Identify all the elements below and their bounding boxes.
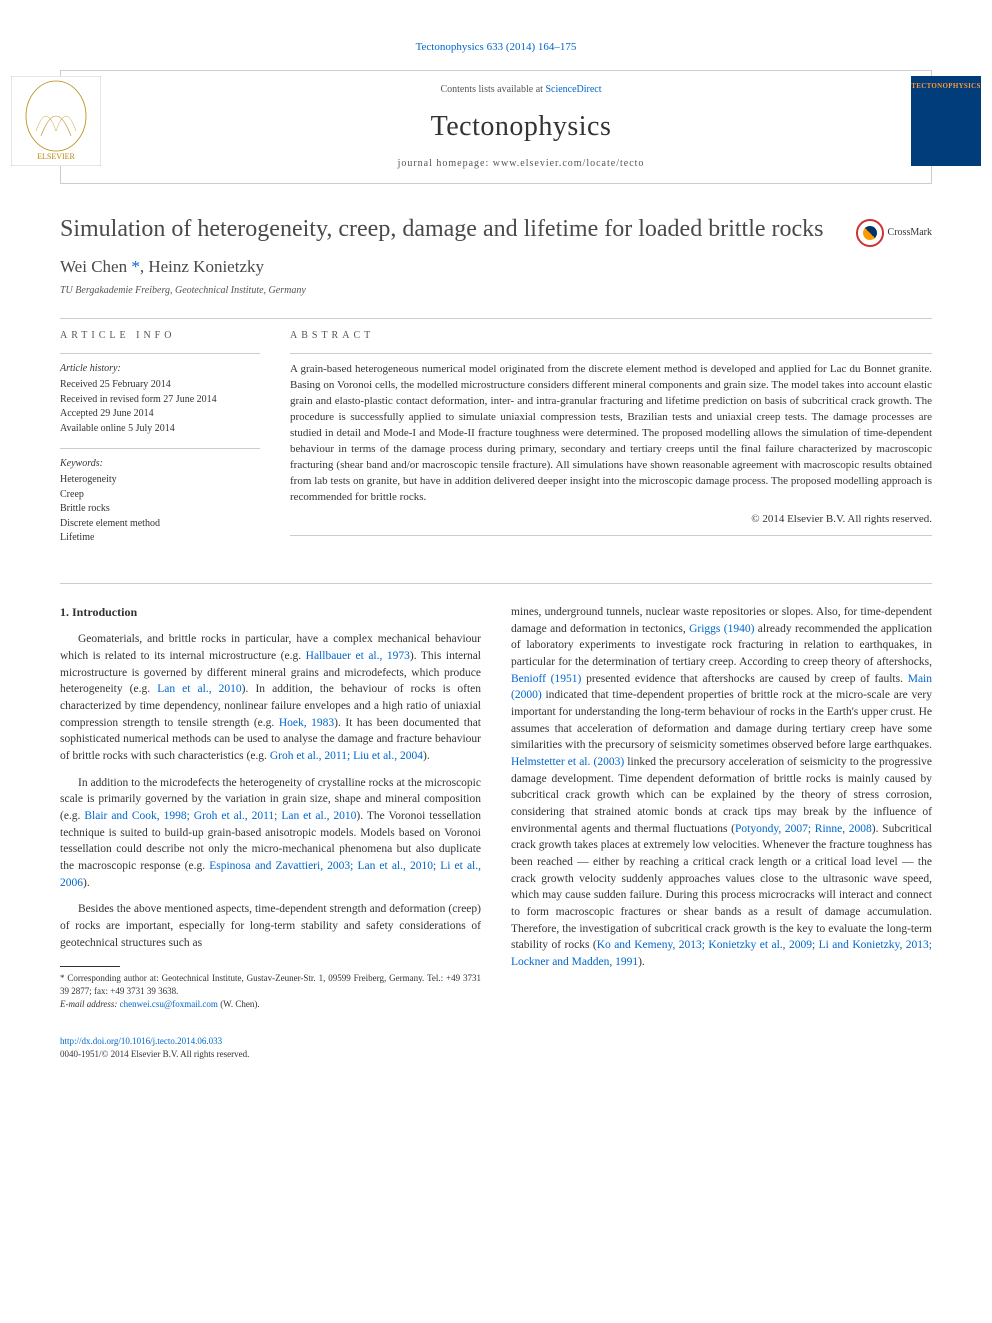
- history-block: Article history: Received 25 February 20…: [60, 362, 260, 436]
- left-column: 1. Introduction Geomaterials, and brittl…: [60, 604, 481, 1010]
- corr-address: * Corresponding author at: Geotechnical …: [60, 972, 481, 997]
- abstract-text: A grain-based heterogeneous numerical mo…: [290, 362, 932, 505]
- ref-lan[interactable]: Lan et al., 2010: [157, 683, 241, 695]
- cover-text: TECTONOPHYSICS: [911, 82, 980, 92]
- ref-groh-liu[interactable]: Groh et al., 2011; Liu et al., 2004: [270, 750, 423, 762]
- info-heading: ARTICLE INFO: [60, 329, 260, 343]
- elsevier-logo: ELSEVIER: [11, 76, 101, 166]
- contents-prefix: Contents lists available at: [440, 84, 545, 95]
- history-label: Article history:: [60, 362, 260, 376]
- authors: Wei Chen *, Heinz Konietzky: [60, 255, 932, 279]
- accepted-date: Accepted 29 June 2014: [60, 407, 260, 422]
- article-info: ARTICLE INFO Article history: Received 2…: [60, 329, 260, 558]
- intro-p1: Geomaterials, and brittle rocks in parti…: [60, 631, 481, 764]
- corresponding-asterisk: *: [127, 257, 140, 276]
- intro-p4: mines, underground tunnels, nuclear wast…: [511, 604, 932, 971]
- abstract-heading: ABSTRACT: [290, 329, 932, 343]
- abstract-copyright: © 2014 Elsevier B.V. All rights reserved…: [290, 512, 932, 527]
- ref-griggs[interactable]: Griggs (1940): [689, 623, 754, 635]
- info-abstract-row: ARTICLE INFO Article history: Received 2…: [60, 329, 932, 558]
- revised-date: Received in revised form 27 June 2014: [60, 393, 260, 408]
- keyword-1: Heterogeneity: [60, 473, 260, 488]
- doi-link[interactable]: http://dx.doi.org/10.1016/j.tecto.2014.0…: [60, 1036, 222, 1046]
- email-suffix: (W. Chen).: [218, 999, 260, 1009]
- ref-potyondy[interactable]: Potyondy, 2007; Rinne, 2008: [735, 823, 872, 835]
- contents-line: Contents lists available at ScienceDirec…: [131, 83, 911, 97]
- right-column: mines, underground tunnels, nuclear wast…: [511, 604, 932, 1010]
- journal-header: ELSEVIER Contents lists available at Sci…: [60, 70, 932, 183]
- email-line: E-mail address: chenwei.csu@foxmail.com …: [60, 998, 481, 1011]
- email-label: E-mail address:: [60, 999, 120, 1009]
- ref-hoek[interactable]: Hoek, 1983: [279, 717, 334, 729]
- title-row: Simulation of heterogeneity, creep, dama…: [60, 214, 932, 247]
- footnote-divider: [60, 966, 120, 967]
- divider: [60, 318, 932, 319]
- section-1-heading: 1. Introduction: [60, 604, 481, 621]
- crossmark-label: CrossMark: [888, 226, 932, 240]
- received-date: Received 25 February 2014: [60, 378, 260, 393]
- homepage-url[interactable]: www.elsevier.com/locate/tecto: [493, 158, 645, 169]
- crossmark-badge[interactable]: CrossMark: [856, 219, 932, 247]
- intro-p2: In addition to the microdefects the hete…: [60, 775, 481, 892]
- corresponding-footnote: * Corresponding author at: Geotechnical …: [60, 972, 481, 1010]
- journal-name: Tectonophysics: [131, 107, 911, 146]
- online-date: Available online 5 July 2014: [60, 422, 260, 437]
- ref-helmstetter[interactable]: Helmstetter et al. (2003): [511, 756, 624, 768]
- abstract-column: ABSTRACT A grain-based heterogeneous num…: [290, 329, 932, 558]
- ref-benioff[interactable]: Benioff (1951): [511, 673, 581, 685]
- author-1: Wei Chen: [60, 257, 127, 276]
- sciencedirect-link[interactable]: ScienceDirect: [545, 84, 601, 95]
- divider-2: [60, 583, 932, 584]
- bottom-info: http://dx.doi.org/10.1016/j.tecto.2014.0…: [60, 1035, 932, 1060]
- email-link[interactable]: chenwei.csu@foxmail.com: [120, 999, 218, 1009]
- ref-blair[interactable]: Blair and Cook, 1998; Groh et al., 2011;…: [84, 810, 356, 822]
- affiliation: TU Bergakademie Freiberg, Geotechnical I…: [60, 284, 932, 298]
- keywords-label: Keywords:: [60, 457, 260, 471]
- journal-cover-icon: TECTONOPHYSICS: [911, 76, 981, 166]
- keyword-2: Creep: [60, 488, 260, 503]
- keyword-3: Brittle rocks: [60, 502, 260, 517]
- top-citation: Tectonophysics 633 (2014) 164–175: [60, 40, 932, 55]
- author-2: Heinz Konietzky: [148, 257, 264, 276]
- issn-copyright: 0040-1951/© 2014 Elsevier B.V. All right…: [60, 1049, 249, 1059]
- header-center: Contents lists available at ScienceDirec…: [81, 83, 911, 170]
- homepage-line: journal homepage: www.elsevier.com/locat…: [131, 157, 911, 171]
- keyword-4: Discrete element method: [60, 517, 260, 532]
- homepage-prefix: journal homepage:: [398, 158, 493, 169]
- keywords-block: Keywords: Heterogeneity Creep Brittle ro…: [60, 457, 260, 546]
- crossmark-icon: [856, 219, 884, 247]
- keyword-5: Lifetime: [60, 531, 260, 546]
- intro-p3: Besides the above mentioned aspects, tim…: [60, 901, 481, 951]
- svg-text:ELSEVIER: ELSEVIER: [37, 152, 75, 161]
- body-columns: 1. Introduction Geomaterials, and brittl…: [60, 604, 932, 1010]
- ref-hallbauer[interactable]: Hallbauer et al., 1973: [306, 650, 410, 662]
- article-title: Simulation of heterogeneity, creep, dama…: [60, 214, 856, 244]
